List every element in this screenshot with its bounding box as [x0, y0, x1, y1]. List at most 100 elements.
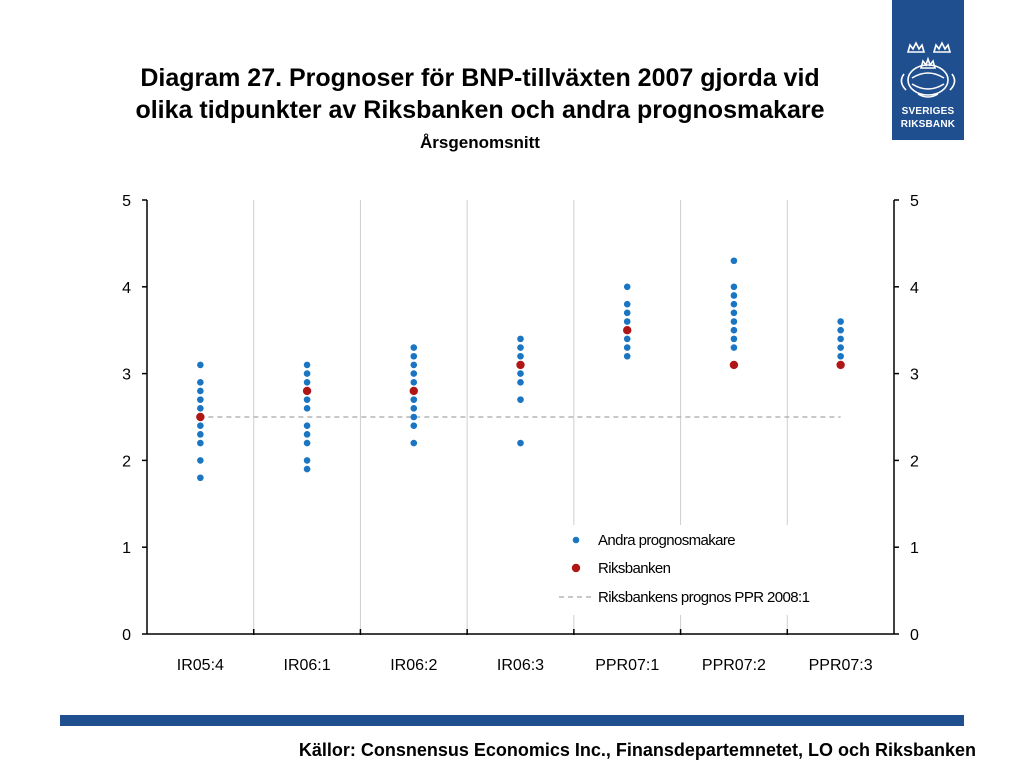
- point-andra-prognosmakare: [410, 352, 418, 360]
- point-andra-prognosmakare: [303, 465, 311, 473]
- legend: Andra prognosmakare Riksbanken Riksbankens…: [545, 525, 865, 615]
- point-andra-prognosmakare: [303, 378, 311, 386]
- point-riksbanken: [729, 360, 739, 370]
- point-andra-prognosmakare: [517, 439, 524, 447]
- point-andra-prognosmakare: [303, 439, 311, 447]
- point-andra-prognosmakare: [197, 361, 204, 369]
- source-note: Källor: Consnensus Economics Inc., Finan…: [298, 740, 976, 760]
- forecast-chart: 0 0 1 1 2 2 3 3 4 4 5 5 IR05:4 IR06:1 IR06:2 IR06:3 PPR0…: [122, 193, 919, 674]
- y-tick-label-right: 0: [910, 627, 919, 644]
- point-andra-prognosmakare: [837, 318, 844, 325]
- chart-subtitle: Årsgenomsnitt: [420, 133, 540, 152]
- y-tick-label-right: 4: [910, 280, 919, 297]
- point-andra-prognosmakare: [517, 396, 524, 403]
- point-andra-prognosmakare: [623, 300, 631, 308]
- point-andra-prognosmakare: [410, 361, 418, 369]
- point-andra-prognosmakare: [303, 396, 311, 403]
- point-andra-prognosmakare: [623, 318, 631, 325]
- point-andra-prognosmakare: [517, 370, 524, 377]
- x-tick-label: IR05:4: [177, 657, 224, 674]
- point-andra-prognosmakare: [197, 396, 204, 403]
- point-andra-prognosmakare: [730, 318, 738, 325]
- point-riksbanken: [302, 386, 312, 396]
- y-tick-label-right: 5: [910, 193, 919, 210]
- x-tick-label: IR06:3: [497, 657, 544, 674]
- point-andra-prognosmakare: [517, 378, 524, 386]
- data-points: [196, 257, 845, 482]
- point-andra-prognosmakare: [837, 352, 844, 360]
- legend-andra-prognosmakare-label: Andra prognosmakare: [598, 532, 735, 549]
- y-tick-label-right: 1: [910, 540, 919, 557]
- legend-andra-prognosmakare-marker: [572, 536, 580, 544]
- y-tick-label-right: 2: [910, 453, 919, 470]
- point-riksbanken: [409, 386, 418, 396]
- legend-riksbanken-label: Riksbanken: [598, 560, 671, 577]
- y-tick-label-left: 5: [122, 193, 131, 210]
- point-andra-prognosmakare: [730, 283, 738, 291]
- point-andra-prognosmakare: [410, 439, 418, 447]
- point-andra-prognosmakare: [303, 422, 311, 429]
- y-tick-label-left: 2: [122, 453, 131, 470]
- x-tick-label: IR06:1: [284, 657, 331, 674]
- point-andra-prognosmakare: [410, 378, 418, 386]
- point-andra-prognosmakare: [303, 431, 311, 438]
- point-andra-prognosmakare: [623, 335, 631, 343]
- point-riksbanken: [623, 326, 632, 335]
- point-andra-prognosmakare: [197, 422, 204, 429]
- point-andra-prognosmakare: [303, 405, 311, 412]
- x-tick-label: IR06:2: [390, 657, 437, 674]
- footer-bar: [60, 715, 964, 726]
- point-andra-prognosmakare: [197, 474, 204, 482]
- chart-title-line-2: olika tidpunkter av Riksbanken och andra…: [135, 96, 825, 124]
- chart-title-line-1: Diagram 27. Prognoser för BNP-tillväxten…: [140, 64, 820, 92]
- axes: 0 0 1 1 2 2 3 3 4 4 5 5 IR05:4 IR06:1 IR06:2 IR06:3 PPR0…: [122, 193, 919, 674]
- point-andra-prognosmakare: [517, 344, 524, 351]
- point-andra-prognosmakare: [730, 257, 738, 265]
- point-riksbanken: [196, 412, 205, 422]
- point-andra-prognosmakare: [410, 422, 418, 429]
- point-andra-prognosmakare: [623, 283, 631, 291]
- point-andra-prognosmakare: [730, 309, 738, 317]
- point-andra-prognosmakare: [197, 439, 204, 447]
- y-tick-label-left: 1: [122, 540, 131, 557]
- point-andra-prognosmakare: [303, 370, 311, 377]
- x-tick-label: PPR07:3: [809, 657, 873, 674]
- point-andra-prognosmakare: [197, 387, 204, 395]
- point-andra-prognosmakare: [730, 335, 738, 343]
- legend-riksbankens-prognos-label: Riksbankens prognos PPR 2008:1: [598, 589, 810, 606]
- point-andra-prognosmakare: [303, 457, 311, 464]
- legend-box: [545, 525, 865, 615]
- y-tick-label-left: 0: [122, 627, 131, 644]
- point-andra-prognosmakare: [410, 405, 418, 412]
- x-tick-label: PPR07:1: [595, 657, 659, 674]
- logo-line-2: RIKSBANK: [900, 119, 956, 130]
- point-andra-prognosmakare: [410, 370, 418, 377]
- point-andra-prognosmakare: [623, 352, 631, 360]
- point-andra-prognosmakare: [410, 413, 418, 421]
- point-andra-prognosmakare: [197, 431, 204, 438]
- point-andra-prognosmakare: [197, 405, 204, 412]
- legend-riksbanken-marker: [571, 563, 581, 573]
- point-andra-prognosmakare: [730, 300, 738, 308]
- riksbank-crest-icon: [900, 41, 956, 98]
- chart-title: Diagram 27. Prognoser för BNP-tillväxten…: [60, 62, 900, 126]
- point-andra-prognosmakare: [730, 292, 738, 299]
- point-andra-prognosmakare: [730, 344, 738, 351]
- point-andra-prognosmakare: [197, 457, 204, 464]
- point-riksbanken: [516, 360, 525, 370]
- y-tick-label-left: 4: [122, 280, 131, 297]
- riksbank-logo: SVERIGES RIKSBANK: [892, 0, 964, 140]
- point-andra-prognosmakare: [517, 352, 524, 360]
- point-andra-prognosmakare: [623, 344, 631, 351]
- logo-line-1: SVERIGES: [901, 106, 955, 117]
- point-andra-prognosmakare: [837, 344, 844, 351]
- point-andra-prognosmakare: [517, 335, 524, 343]
- point-andra-prognosmakare: [730, 326, 738, 334]
- point-andra-prognosmakare: [837, 326, 844, 334]
- y-tick-label-left: 3: [122, 367, 131, 384]
- point-riksbanken: [836, 360, 845, 370]
- point-andra-prognosmakare: [303, 361, 311, 369]
- point-andra-prognosmakare: [623, 309, 631, 317]
- y-tick-label-right: 3: [910, 367, 919, 384]
- x-tick-label: PPR07:2: [702, 657, 766, 674]
